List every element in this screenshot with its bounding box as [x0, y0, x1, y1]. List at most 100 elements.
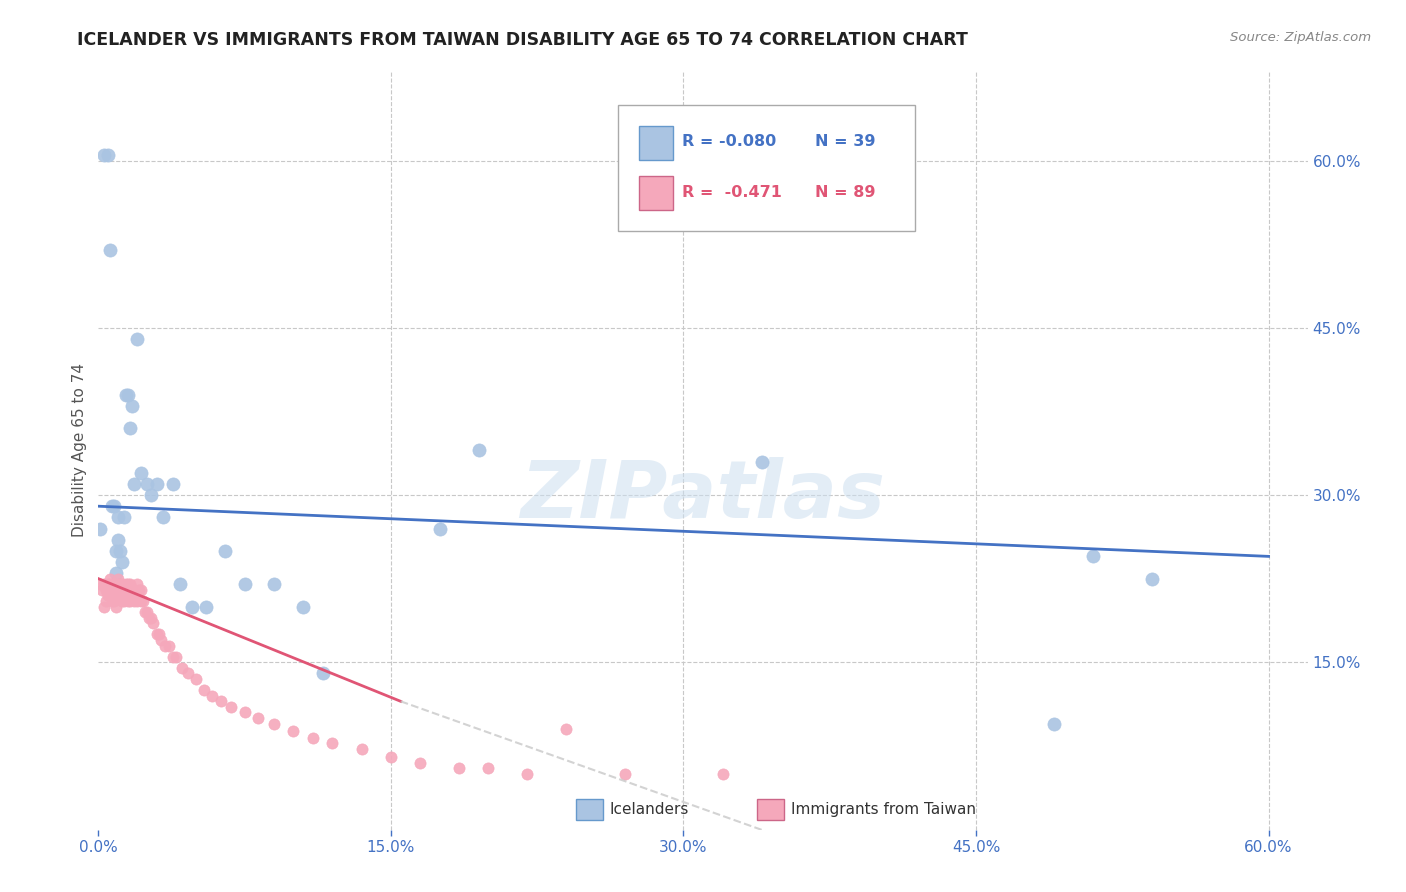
Point: [101, 582, 124, 597]
Point: [233, 706, 256, 720]
Point: [614, 767, 637, 781]
Point: [467, 443, 489, 458]
Point: [184, 672, 207, 686]
Point: [136, 605, 159, 619]
Point: [101, 500, 124, 514]
Point: [101, 594, 124, 608]
Point: [98, 572, 121, 586]
Point: [132, 594, 155, 608]
Point: [214, 544, 236, 558]
Point: [292, 599, 315, 614]
Point: [118, 582, 141, 597]
Text: ICELANDER VS IMMIGRANTS FROM TAIWAN DISABILITY AGE 65 TO 74 CORRELATION CHART: ICELANDER VS IMMIGRANTS FROM TAIWAN DISA…: [77, 31, 969, 49]
Point: [134, 605, 156, 619]
Point: [104, 566, 127, 581]
Point: [142, 616, 165, 631]
Point: [107, 572, 129, 586]
FancyBboxPatch shape: [758, 799, 785, 821]
Point: [117, 589, 139, 603]
Point: [169, 577, 191, 591]
Point: [131, 594, 153, 608]
Point: [1043, 716, 1066, 731]
Point: [117, 387, 139, 401]
Point: [114, 387, 136, 401]
Point: [283, 724, 305, 739]
Point: [555, 723, 578, 737]
Point: [96, 594, 118, 608]
Point: [107, 533, 129, 547]
Point: [162, 477, 184, 491]
Text: N = 89: N = 89: [815, 186, 876, 200]
Point: [97, 148, 120, 162]
Point: [380, 750, 402, 764]
Point: [136, 477, 159, 491]
Point: [98, 577, 121, 591]
Point: [153, 639, 176, 653]
Point: [112, 582, 135, 597]
Point: [112, 589, 135, 603]
Point: [93, 599, 115, 614]
Point: [200, 689, 222, 703]
Point: [91, 582, 114, 597]
Point: [122, 582, 145, 597]
Point: [516, 767, 538, 781]
Point: [146, 477, 169, 491]
Point: [98, 582, 121, 597]
Point: [89, 521, 111, 535]
Point: [108, 577, 131, 591]
Point: [97, 577, 120, 591]
Point: [103, 500, 125, 514]
Point: [112, 510, 135, 524]
Point: [93, 148, 115, 162]
Point: [122, 594, 145, 608]
Point: [124, 582, 146, 597]
Point: [429, 521, 451, 535]
Point: [98, 243, 121, 257]
Point: [149, 633, 172, 648]
Point: [127, 577, 149, 591]
Point: [165, 649, 187, 664]
Point: [118, 577, 141, 591]
Point: [1140, 572, 1163, 586]
Point: [104, 544, 127, 558]
Point: [124, 589, 146, 603]
Point: [172, 661, 194, 675]
Point: [118, 421, 141, 435]
Point: [97, 589, 120, 603]
Y-axis label: Disability Age 65 to 74: Disability Age 65 to 74: [72, 363, 87, 538]
Point: [148, 627, 170, 641]
Point: [103, 577, 125, 591]
Point: [128, 582, 150, 597]
Text: Icelanders: Icelanders: [610, 802, 689, 817]
Point: [104, 599, 127, 614]
Point: [409, 756, 432, 770]
Point: [177, 666, 200, 681]
Point: [121, 582, 143, 597]
Point: [93, 577, 115, 591]
FancyBboxPatch shape: [619, 105, 915, 230]
Point: [449, 761, 471, 775]
Point: [108, 582, 131, 597]
Point: [96, 582, 118, 597]
Point: [711, 767, 734, 781]
Point: [104, 589, 127, 603]
Point: [139, 611, 162, 625]
Point: [477, 761, 499, 775]
Text: Immigrants from Taiwan: Immigrants from Taiwan: [792, 802, 976, 817]
Point: [103, 589, 125, 603]
Point: [122, 477, 145, 491]
Point: [194, 599, 217, 614]
Point: [302, 731, 325, 746]
Point: [162, 649, 184, 664]
Point: [107, 577, 129, 591]
Point: [146, 627, 169, 641]
Point: [108, 544, 131, 558]
Point: [247, 711, 270, 725]
Text: ZIPatlas: ZIPatlas: [520, 457, 886, 535]
Point: [108, 589, 131, 603]
Point: [117, 577, 139, 591]
Point: [101, 589, 124, 603]
Point: [104, 582, 127, 597]
Point: [107, 510, 129, 524]
Point: [131, 466, 153, 480]
